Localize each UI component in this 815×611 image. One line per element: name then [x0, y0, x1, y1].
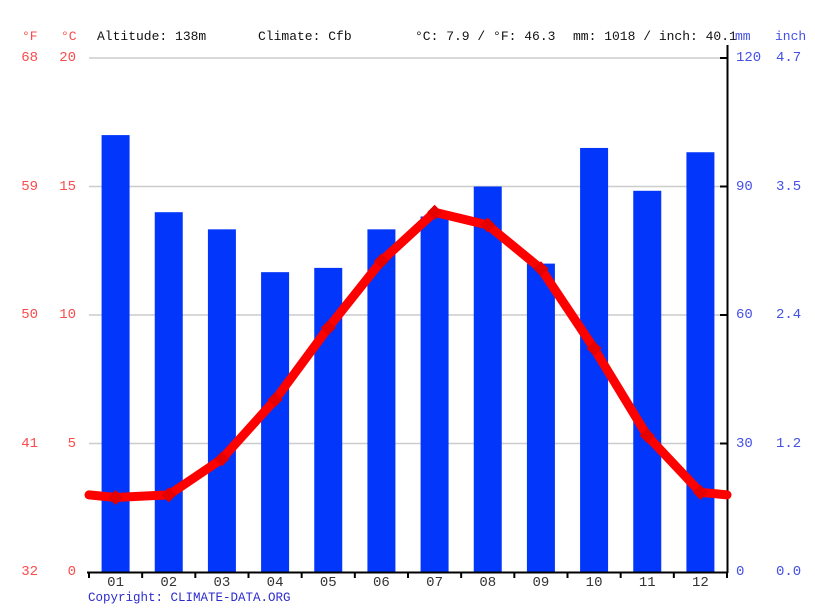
right-axis-mm-tick: 60: [736, 307, 753, 323]
right-axis-inch-tick: 0.0: [776, 564, 802, 580]
month-label-01: 01: [107, 575, 124, 591]
month-label-09: 09: [532, 575, 550, 591]
temperature-marker-09: [533, 261, 549, 277]
left-axis-celsius-tick: 15: [59, 178, 76, 195]
right-axis-inch-tick: 4.7: [776, 50, 802, 66]
right-axis-inch-tick: 1.2: [776, 435, 802, 452]
temperature-summary-label: °C: 7.9 / °F: 46.3: [415, 29, 556, 44]
left-axis-fahrenheit-tick: 32: [21, 564, 38, 580]
temperature-marker-01: [108, 489, 124, 505]
temperature-marker-02: [161, 487, 177, 503]
left-axis-celsius-tick: 20: [59, 50, 76, 66]
month-label-05: 05: [319, 575, 337, 591]
bar-month-02: [154, 212, 183, 572]
month-label-11: 11: [638, 575, 656, 591]
bar-month-12: [686, 152, 715, 572]
month-label-02: 02: [160, 575, 178, 591]
month-label-07: 07: [426, 575, 443, 591]
right-axis-mm-tick: 0: [736, 564, 745, 580]
temperature-marker-06: [373, 253, 389, 269]
temperature-marker-11: [639, 428, 655, 444]
temperature-line: [84, 207, 732, 502]
bar-month-09: [526, 263, 555, 572]
bar-month-11: [633, 190, 662, 573]
bar-month-01: [101, 135, 130, 572]
month-label-06: 06: [373, 575, 390, 591]
right-axis-inch-tick: 2.4: [776, 307, 802, 323]
left-axis-celsius-tick: 5: [67, 435, 76, 452]
right-axis-mm-tick: 30: [736, 435, 753, 452]
bar-month-06: [367, 229, 396, 573]
left-axis-fahrenheit-tick: 50: [21, 307, 38, 323]
month-label-12: 12: [692, 575, 709, 591]
temperature-marker-08: [480, 217, 496, 233]
left-axis-celsius-tick: 10: [59, 307, 76, 323]
right-axis-unit-mm: mm: [735, 29, 751, 44]
temperature-marker-10: [586, 340, 602, 356]
right-axis-unit-inch: inch: [775, 29, 807, 44]
left-axis-fahrenheit-tick: 41: [21, 435, 38, 452]
left-axis-fahrenheit-tick: 68: [21, 50, 38, 66]
temperature-marker-05: [320, 320, 336, 336]
copyright-link[interactable]: Copyright: CLIMATE-DATA.ORG: [88, 591, 291, 605]
month-label-10: 10: [585, 575, 603, 591]
left-axis-fahrenheit-tick: 59: [21, 178, 38, 195]
month-label-04: 04: [266, 575, 284, 591]
climate-class-label: Climate: Cfb: [258, 29, 352, 44]
right-axis-mm-tick: 90: [736, 178, 753, 195]
bar-month-08: [473, 186, 502, 572]
temperature-marker-07: [427, 204, 443, 220]
month-label-08: 08: [479, 575, 497, 591]
month-label-03: 03: [213, 575, 231, 591]
altitude-label: Altitude: 138m: [97, 29, 207, 44]
right-axis-mm-tick: 120: [736, 50, 762, 66]
bar-month-03: [207, 229, 236, 573]
temperature-marker-03: [214, 451, 230, 467]
left-axis-unit-fahrenheit: °F: [22, 29, 38, 44]
bar-month-07: [420, 216, 449, 572]
left-axis-celsius-tick: 0: [67, 564, 76, 580]
left-axis-unit-celsius: °C: [61, 29, 77, 44]
temperature-marker-12: [692, 484, 708, 500]
precipitation-summary-label: mm: 1018 / inch: 40.1: [573, 29, 737, 44]
right-axis-inch-tick: 3.5: [776, 178, 802, 195]
bar-month-04: [261, 272, 290, 572]
temperature-marker-04: [267, 392, 283, 408]
